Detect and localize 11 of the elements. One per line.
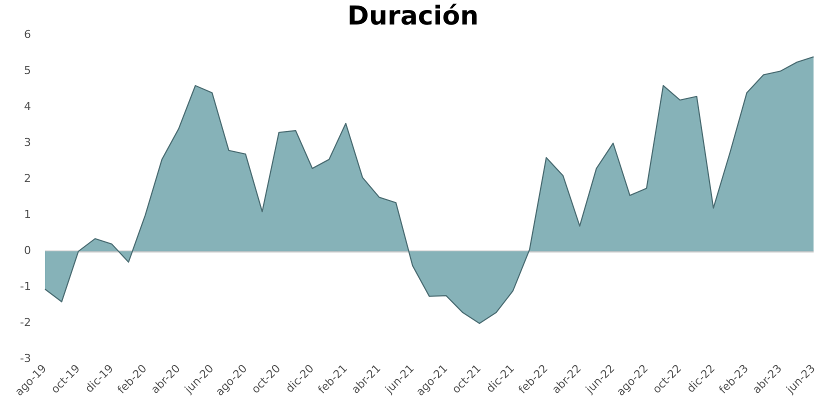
y-tick-label: -2: [20, 316, 31, 330]
y-tick-label: 6: [24, 28, 31, 42]
y-tick-label: -1: [20, 280, 31, 294]
y-tick-label: 0: [24, 244, 31, 258]
y-tick-label: 4: [24, 100, 31, 114]
y-tick-label: 1: [24, 208, 31, 222]
y-tick-label: 5: [24, 64, 31, 78]
y-tick-label: 2: [24, 172, 31, 186]
chart-title: Duración: [347, 1, 479, 32]
y-tick-label: 3: [24, 136, 31, 150]
y-tick-label: -3: [20, 352, 31, 366]
